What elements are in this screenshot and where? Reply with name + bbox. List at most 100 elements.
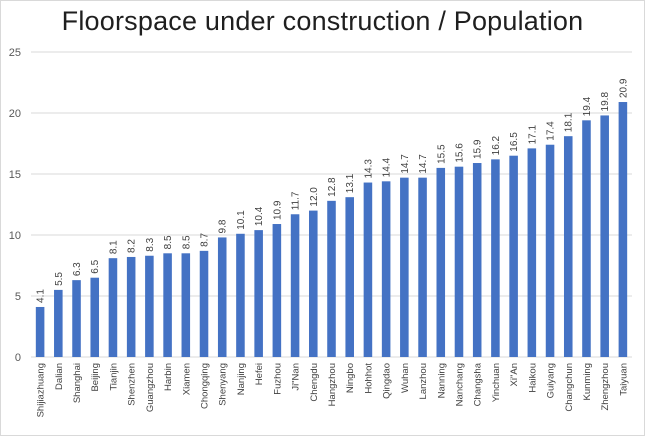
x-tick-label: Dalian — [54, 363, 65, 390]
data-label: 11.7 — [291, 191, 302, 210]
bar — [54, 289, 63, 357]
x-tick-label: Nanjing — [236, 363, 247, 395]
x-tick-label: Nanchang — [454, 363, 465, 406]
y-tick-label: 20 — [9, 108, 21, 120]
y-tick-label: 15 — [9, 169, 21, 181]
bar — [236, 233, 245, 357]
bar — [563, 136, 573, 357]
data-label: 14.4 — [382, 157, 393, 177]
chart-title: Floorspace under construction / Populati… — [61, 6, 584, 36]
data-label: 4.1 — [36, 289, 47, 303]
x-tick-label: Qingdao — [382, 363, 393, 399]
bar — [181, 253, 191, 357]
x-tick-label: Yinchuan — [491, 363, 502, 402]
data-label: 14.7 — [418, 154, 429, 174]
data-label: 9.8 — [218, 219, 229, 233]
y-tick-label: 0 — [15, 352, 21, 364]
data-label: 14.7 — [400, 154, 411, 174]
bar — [163, 253, 172, 357]
data-label: 8.5 — [163, 235, 174, 249]
data-label: 15.9 — [473, 139, 484, 159]
data-label: 19.8 — [600, 92, 611, 112]
x-tick-label: Zhengzhou — [600, 363, 611, 411]
bar — [345, 197, 354, 357]
x-tick-label: Taiyuan — [618, 363, 629, 396]
bar — [72, 280, 81, 357]
bar — [491, 159, 500, 357]
x-tick-label: Chongqing — [200, 363, 211, 409]
data-label: 8.1 — [108, 240, 119, 254]
x-tick-label: Ningbo — [345, 363, 356, 393]
bar — [600, 115, 609, 357]
data-label: 6.5 — [90, 259, 101, 273]
x-tick-label: Tianjin — [108, 363, 119, 391]
x-tick-label: Ji"Nan — [291, 363, 302, 391]
x-tick-label: Hohhot — [363, 363, 374, 394]
x-tick-label: Changsha — [473, 362, 484, 406]
data-label: 15.6 — [454, 143, 465, 163]
x-tick-label: Shijiazhuang — [36, 363, 47, 417]
x-tick-label: Fuzhou — [272, 363, 283, 395]
x-tick-label: Guiyang — [546, 363, 557, 398]
x-tick-label: Shenyang — [218, 363, 229, 406]
bar — [418, 177, 427, 357]
data-label: 13.1 — [345, 173, 356, 193]
data-label: 17.1 — [527, 124, 538, 144]
bar — [309, 210, 318, 357]
x-tick-label: Chengdu — [309, 363, 320, 402]
data-label: 12.0 — [309, 187, 320, 207]
bar — [327, 200, 336, 357]
data-label: 15.5 — [436, 144, 447, 164]
bar — [290, 214, 300, 357]
y-tick-label: 25 — [9, 47, 21, 59]
bar — [35, 306, 45, 357]
bar — [272, 224, 282, 357]
bar — [400, 177, 409, 357]
data-label: 6.3 — [72, 262, 83, 276]
bar — [90, 277, 100, 357]
data-label: 8.7 — [200, 233, 211, 247]
bar — [145, 255, 154, 357]
data-label: 10.4 — [254, 206, 265, 226]
data-label: 10.1 — [236, 210, 247, 230]
bar — [472, 163, 482, 357]
data-label: 8.5 — [181, 235, 192, 249]
bar — [618, 102, 628, 358]
x-tick-label: Changchun — [564, 363, 575, 412]
x-tick-label: Harbin — [163, 363, 174, 391]
x-tick-label: Hefei — [254, 363, 265, 385]
data-label: 10.9 — [272, 200, 283, 220]
bar — [454, 166, 464, 357]
bar — [381, 181, 391, 357]
bar — [509, 155, 518, 357]
data-label: 19.4 — [582, 96, 593, 116]
bar — [436, 167, 446, 357]
bar — [254, 230, 263, 357]
x-tick-label: Shenzhen — [127, 363, 138, 406]
bar — [217, 237, 227, 357]
x-tick-label: Beijing — [90, 363, 101, 392]
data-label: 17.4 — [546, 121, 557, 141]
data-label: 18.1 — [564, 112, 575, 132]
bar — [108, 258, 118, 357]
data-label: 8.3 — [145, 237, 156, 251]
data-label: 12.8 — [327, 177, 338, 197]
bar — [527, 148, 537, 357]
data-label: 14.3 — [363, 159, 374, 179]
x-tick-label: Hangzhou — [327, 363, 338, 406]
x-tick-label: Xi"An — [509, 363, 520, 386]
data-label: 8.2 — [127, 239, 138, 253]
x-tick-label: Kunming — [582, 363, 593, 401]
data-label: 20.9 — [618, 78, 629, 98]
x-tick-label: Haikou — [527, 363, 538, 393]
bar — [363, 182, 373, 357]
x-tick-label: Wuhan — [400, 363, 411, 393]
x-tick-label: Lanzhou — [418, 363, 429, 399]
bar — [545, 144, 555, 357]
x-tick-label: Shanghai — [72, 363, 83, 403]
y-tick-label: 5 — [15, 291, 21, 303]
x-tick-label: Xiamen — [181, 363, 192, 395]
bar — [582, 120, 591, 357]
